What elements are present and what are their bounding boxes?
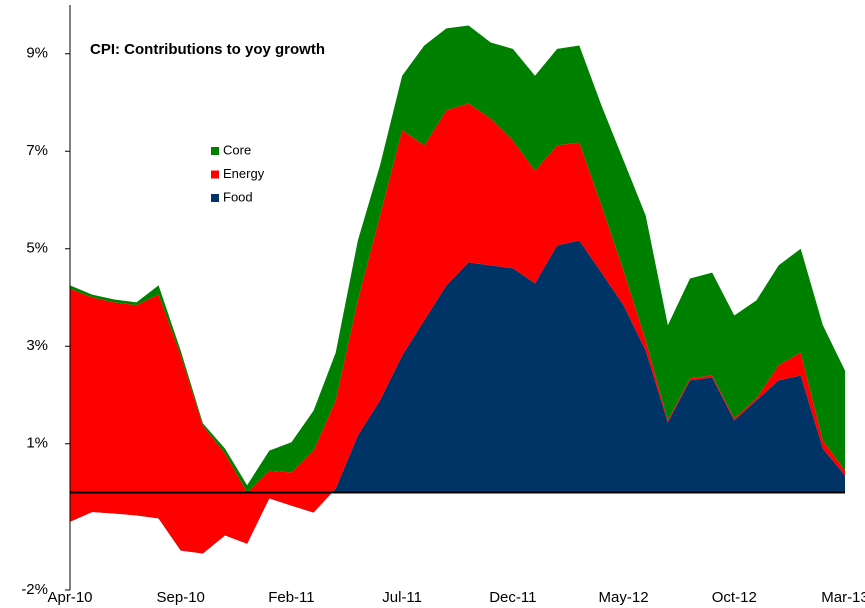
y-tick-label: 7% [26,142,48,159]
x-tick-label: Jul-11 [382,589,422,606]
y-tick-label: 3% [26,337,48,354]
x-tick-label: Feb-11 [268,589,314,606]
legend-swatch [211,147,219,155]
y-tick-label: 9% [26,45,48,62]
legend-label: Energy [223,166,265,181]
legend-swatch [211,194,219,202]
y-tick-label: -2% [21,581,48,598]
y-tick-label: 5% [26,240,48,257]
x-tick-label: Apr-10 [47,589,92,606]
x-tick-label: Sep-10 [157,589,205,606]
x-tick-label: Dec-11 [489,589,536,606]
x-tick-label: Oct-12 [712,589,757,606]
area [70,240,845,554]
plot-area [70,25,845,554]
legend-label: Core [223,142,251,157]
y-tick-label: 1% [26,435,48,452]
legend-label: Food [223,189,253,204]
chart-title: CPI: Contributions to yoy growth [90,41,325,58]
area [70,103,845,554]
legend-swatch [211,170,219,179]
x-tick-label: Mar-13 [821,589,865,606]
x-tick-label: May-12 [599,589,649,606]
